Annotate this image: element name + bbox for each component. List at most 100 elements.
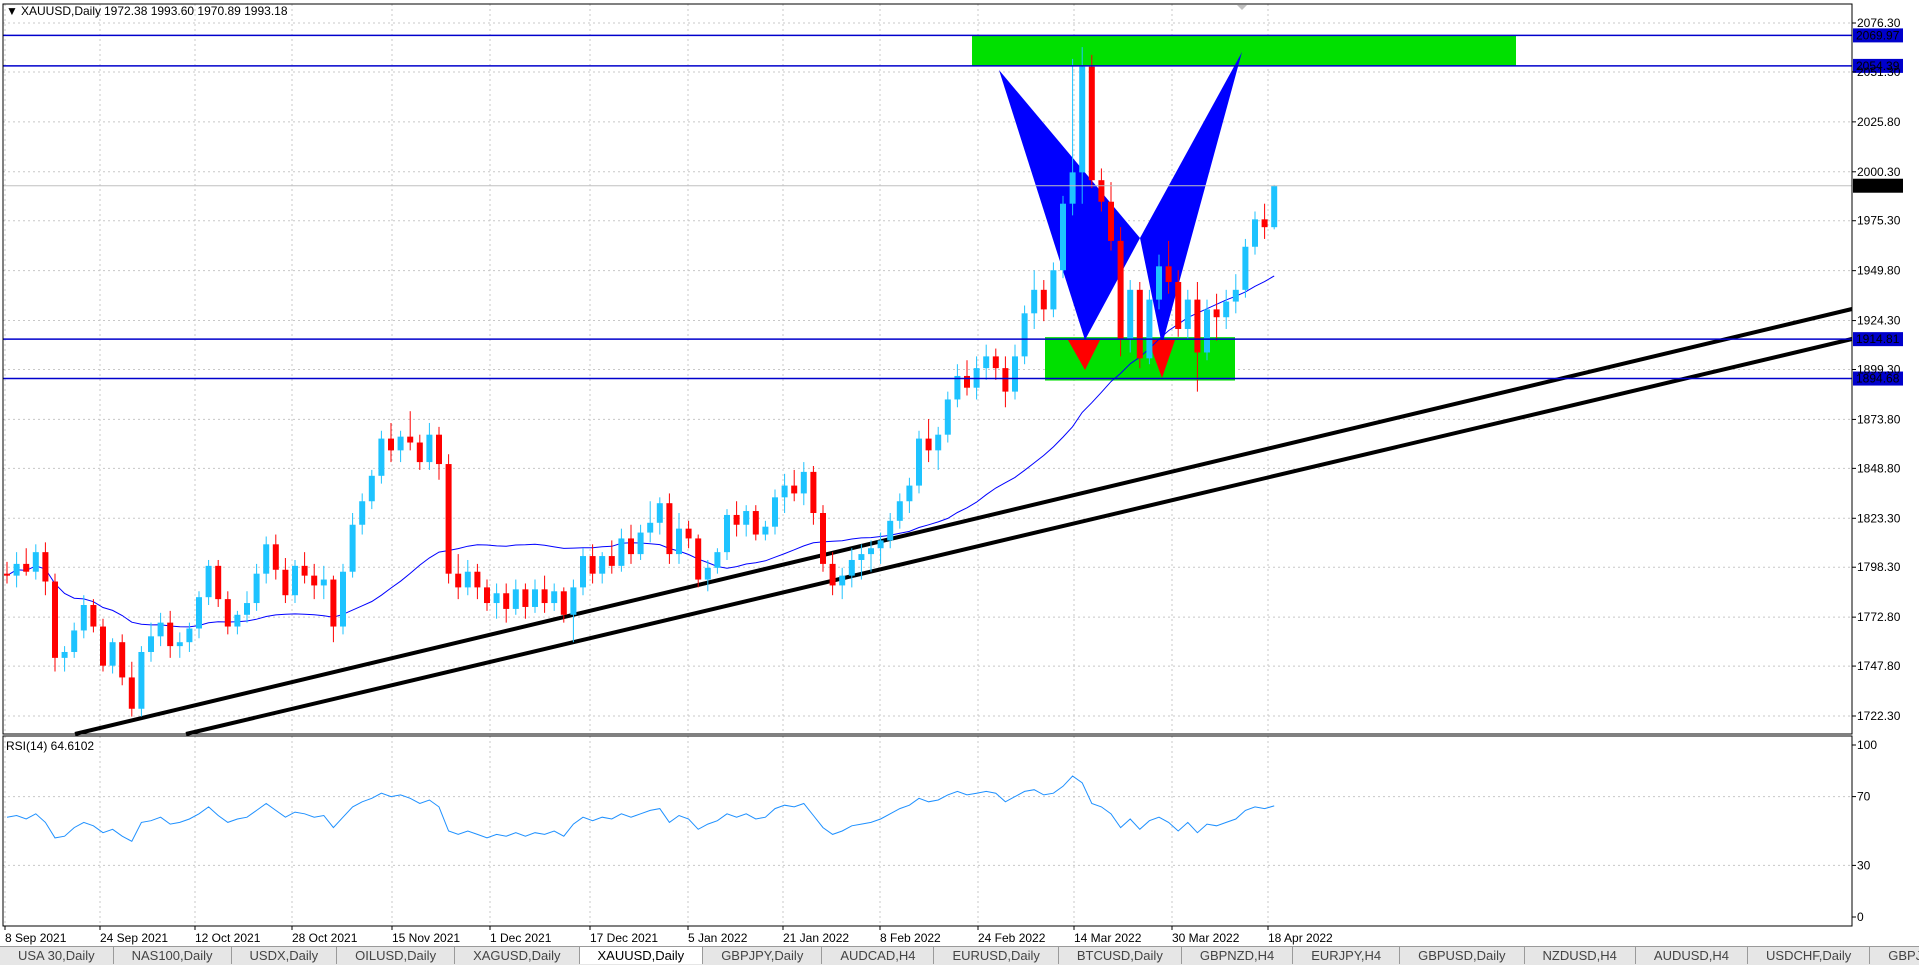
chart-tab[interactable]: GBPJ… [1870,947,1919,964]
candle-body [205,565,212,598]
candle [378,430,385,484]
candle [503,583,510,623]
chart-tab[interactable]: GBPUSD,Daily [1400,947,1525,964]
candle [829,552,836,596]
candle-body [42,552,49,582]
harmonic-pattern [999,52,1242,378]
price-axis-label: 1899.30 [1857,363,1901,377]
candle [992,348,999,380]
candle-body [263,544,270,574]
axes: 2076.30 2051.30 2025.80 2000.30 1975.30 1949.… [2,3,1901,945]
candle-body [935,434,942,451]
candle [109,638,116,674]
candle-body [1012,356,1018,392]
price-axis-label: 1848.80 [1857,461,1901,475]
candle-body [743,511,750,525]
chart-tab[interactable]: XAGUSD,Daily [455,947,580,964]
chart-tab[interactable]: AUDUSD,H4 [1636,947,1749,964]
rsi-panel [3,775,1852,866]
candle [80,595,87,639]
chart-tab[interactable]: NAS100,Daily [114,947,232,964]
ohlc-readout: 1972.38 1993.60 1970.89 1993.18 [104,4,288,18]
candle [1204,299,1210,361]
candle [551,583,558,611]
candle [272,534,279,580]
candle [800,462,807,506]
chart-tab[interactable]: NZDUSD,H4 [1525,947,1636,964]
candle-body [157,622,164,637]
candles [4,47,1278,717]
candle [906,477,913,513]
candle-body [109,642,116,666]
candle [839,567,846,600]
candle [695,534,702,588]
candle-body [532,589,538,607]
price-axis-label: 2000.30 [1857,165,1901,179]
chart-tab[interactable]: EURJPY,H4 [1293,947,1401,964]
scroll-marker-icon[interactable] [1237,5,1247,10]
candle-body [301,565,308,576]
chart-tab[interactable]: XAUUSD,Daily [579,947,704,964]
candle [560,587,567,623]
candle-body [234,614,241,627]
candle-body [320,579,327,586]
candle-body [1060,203,1066,271]
chart-tab[interactable]: BTCUSD,Daily [1059,947,1182,964]
candle-body [1088,66,1095,181]
candle-body [368,475,375,502]
candle [455,554,462,600]
candle [570,579,577,643]
chart-tab[interactable]: USA 30,Daily [0,947,114,964]
chart-tab[interactable]: GBPNZD,H4 [1182,947,1294,964]
candle [1069,58,1076,216]
candle [388,422,394,463]
candle [944,391,951,443]
candle-body [1108,201,1114,241]
candle-body [944,399,951,435]
candle [426,422,433,470]
candle [1108,182,1114,251]
level-label-box [1853,332,1903,347]
time-axis-label: 14 Mar 2022 [1074,931,1142,945]
chart-menu-arrow-icon[interactable]: ▼ [6,4,18,18]
level-label: 1914.81 [1856,332,1900,346]
price-axis-label: 1949.80 [1857,264,1901,278]
candle-body [148,636,154,652]
chart-tab[interactable]: OILUSD,Daily [337,947,456,964]
candle [714,548,721,574]
candle-body [176,642,183,647]
lower-trendline [185,337,1853,736]
chart-tab[interactable]: EURUSD,Daily [934,947,1059,964]
candle [330,575,337,643]
candle [925,419,932,463]
candle [666,493,673,564]
chart-tab[interactable]: AUDCAD,H4 [822,947,935,964]
time-axis-label: 24 Feb 2022 [978,931,1046,945]
candle-body [772,497,778,527]
candle [224,591,231,635]
candle-body [599,556,606,574]
candle [349,512,356,578]
candle-body [4,573,10,576]
chart-tabs-bar: USA 30,Daily NAS100,Daily USDX,Daily OILUSD… [0,946,1919,965]
candle [244,591,250,623]
candle [1175,270,1182,337]
candle [71,622,78,658]
candle-body [474,571,481,588]
candle-body [138,651,145,709]
chart-tab[interactable]: USDCHF,Daily [1748,947,1871,964]
candle-body [522,589,529,607]
candle-body [244,603,250,615]
candle [4,561,10,584]
pattern-zones [972,35,1516,381]
candle-body [800,471,807,494]
candle [148,622,154,662]
candle-body [656,503,663,523]
candle-body [407,436,414,443]
chart-tab[interactable]: USDX,Daily [232,947,338,964]
candle-body [983,356,990,369]
horizontal-levels[interactable]: 2069.97 2054.39 1914.81 1894.68 1993.18 [3,28,1903,386]
candle [1156,254,1162,310]
chart-tab[interactable]: GBPJPY,Daily [703,947,823,964]
